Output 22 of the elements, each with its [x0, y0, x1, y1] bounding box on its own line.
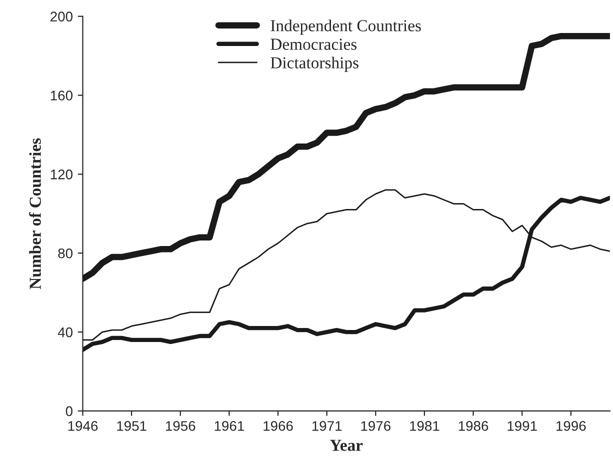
x-axis-title: Year [330, 440, 363, 451]
legend-label: Dictatorships [270, 56, 358, 72]
y-tick-label: 160 [50, 90, 72, 100]
y-tick-label: 80 [58, 248, 72, 258]
x-tick-label: 1971 [312, 421, 342, 431]
y-tick-label: 200 [50, 12, 72, 22]
legend-label: Democracies [270, 38, 357, 50]
x-tick-label: 1996 [556, 421, 586, 431]
x-tick-label: 1956 [166, 421, 196, 431]
x-tick-label: 1946 [68, 421, 98, 431]
x-tick-label: 1951 [117, 421, 146, 431]
y-tick-label: 120 [50, 170, 72, 180]
y-tick-label: 0 [66, 406, 72, 416]
x-tick-label: 1981 [410, 421, 440, 431]
x-tick-label: 1986 [458, 421, 488, 431]
y-axis-title: Number of Countries [29, 138, 41, 290]
y-tick-label: 40 [58, 327, 72, 338]
x-tick-label: 1976 [361, 421, 390, 431]
x-tick-label: 1961 [214, 421, 244, 431]
x-tick-label: 1966 [264, 421, 293, 431]
legend-label: Independent Countries [270, 20, 421, 35]
x-tick-label: 1991 [508, 421, 537, 431]
